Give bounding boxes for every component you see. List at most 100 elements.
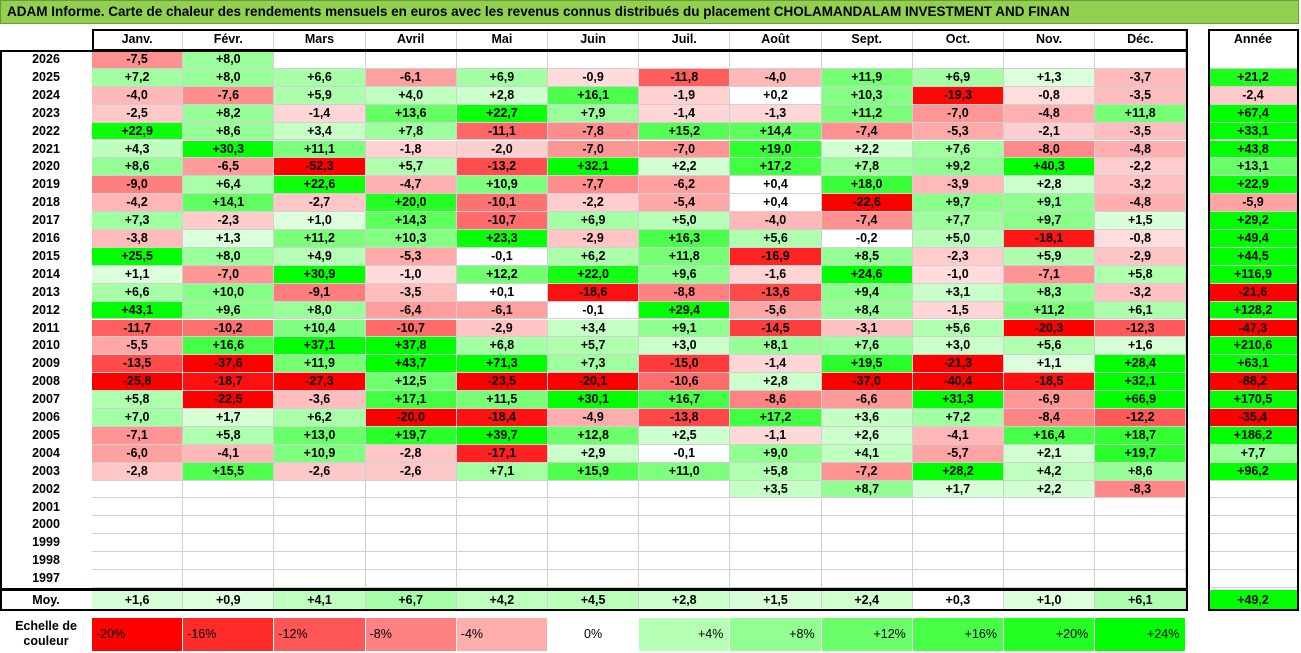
annual-cell: -21,6 bbox=[1208, 283, 1299, 302]
heatmap-cell: -10,7 bbox=[365, 319, 457, 338]
year-label: 2019 bbox=[32, 177, 60, 192]
heatmap-cell: +29,4 bbox=[639, 301, 731, 320]
heatmap-cell bbox=[274, 480, 366, 499]
heatmap-cell: +22,7 bbox=[456, 104, 548, 123]
heatmap-cell bbox=[548, 498, 640, 517]
heatmap-cell bbox=[92, 534, 184, 553]
heatmap-cell bbox=[183, 534, 275, 553]
heatmap-cell bbox=[1095, 534, 1187, 553]
month-header: Août bbox=[730, 29, 822, 50]
year-label: 2018 bbox=[32, 195, 60, 210]
heatmap-cell: -19,3 bbox=[912, 86, 1004, 105]
heatmap-cell bbox=[639, 516, 731, 535]
heatmap-cell: +71,3 bbox=[456, 355, 548, 374]
heatmap-cell: +8,0 bbox=[183, 247, 275, 266]
heatmap-cell: +2,8 bbox=[730, 373, 822, 392]
heatmap-cell: -18,1 bbox=[1004, 230, 1096, 248]
annual-cell bbox=[1208, 480, 1299, 499]
heatmap-cell bbox=[639, 51, 731, 69]
year-label: 2000 bbox=[32, 517, 60, 532]
heatmap-cell: -14,5 bbox=[730, 319, 822, 338]
heatmap-cell: +11,2 bbox=[1004, 301, 1096, 320]
month-header: Avril bbox=[366, 29, 457, 50]
heatmap-cell: +5,6 bbox=[1004, 337, 1096, 356]
heatmap-cell: -52,3 bbox=[274, 158, 366, 177]
heatmap-cell: -2,7 bbox=[274, 194, 366, 213]
heatmap-cell: -3,6 bbox=[274, 391, 366, 409]
heatmap-cell: -7,0 bbox=[639, 140, 731, 159]
scale-step: +20% bbox=[1004, 618, 1096, 651]
heatmap-cell: -2,6 bbox=[274, 462, 366, 481]
heatmap-cell: +11,0 bbox=[639, 462, 731, 481]
heatmap-cell: -0,1 bbox=[639, 444, 731, 463]
heatmap-cell bbox=[365, 480, 457, 499]
heatmap-cell: +22,6 bbox=[274, 176, 366, 195]
heatmap-cell: -1,0 bbox=[912, 265, 1004, 284]
annual-cell bbox=[1208, 570, 1299, 588]
heatmap-cell: -2,9 bbox=[456, 319, 548, 338]
heatmap-cell bbox=[274, 516, 366, 535]
heatmap-cell: -4,0 bbox=[730, 68, 822, 87]
annual-header: Année bbox=[1208, 29, 1299, 50]
heatmap-cell: -13,6 bbox=[730, 283, 822, 302]
heatmap-cell bbox=[639, 552, 731, 571]
heatmap-cell bbox=[1095, 570, 1187, 588]
month-header: Janv. bbox=[92, 29, 184, 50]
month-header: Mai bbox=[457, 29, 548, 50]
heatmap-cell bbox=[456, 498, 548, 517]
heatmap-cell bbox=[912, 570, 1004, 588]
heatmap-cell: -10,6 bbox=[639, 373, 731, 392]
heatmap-cell: +66,9 bbox=[1095, 391, 1187, 409]
scale-label: Echelle de couleur bbox=[15, 619, 77, 648]
heatmap-cell: -13,2 bbox=[456, 158, 548, 177]
year-label: 2009 bbox=[32, 356, 60, 371]
heatmap-cell: +43,7 bbox=[365, 355, 457, 374]
heatmap-cell: -4,2 bbox=[92, 194, 184, 213]
heatmap-cell bbox=[92, 570, 184, 588]
average-cell: +1,0 bbox=[1004, 590, 1096, 610]
heatmap-cell: +2,8 bbox=[456, 86, 548, 105]
heatmap-cell bbox=[821, 552, 913, 571]
annual-cell bbox=[1208, 516, 1299, 535]
heatmap-cell: +7,8 bbox=[365, 122, 457, 141]
heatmap-cell bbox=[183, 516, 275, 535]
heatmap-cell: +8,6 bbox=[92, 158, 184, 177]
heatmap-cell: +9,1 bbox=[1004, 194, 1096, 213]
heatmap-cell: -10,2 bbox=[183, 319, 275, 338]
heatmap-cell: -8,0 bbox=[1004, 140, 1096, 159]
heatmap-cell: +3,0 bbox=[639, 337, 731, 356]
heatmap-cell: +6,6 bbox=[274, 68, 366, 87]
heatmap-cell: -4,1 bbox=[912, 426, 1004, 445]
heatmap-cell bbox=[912, 516, 1004, 535]
heatmap-cell: -13,8 bbox=[639, 409, 731, 427]
year-label: 2021 bbox=[32, 141, 60, 156]
year-label: 2016 bbox=[32, 231, 60, 245]
scale-step: +16% bbox=[912, 618, 1004, 651]
heatmap-cell bbox=[1095, 51, 1187, 69]
heatmap-cell bbox=[548, 570, 640, 588]
heatmap-cell bbox=[274, 498, 366, 517]
heatmap-cell: -0,1 bbox=[548, 301, 640, 320]
heatmap-cell bbox=[1004, 516, 1096, 535]
average-cell: +0,9 bbox=[183, 590, 275, 610]
heatmap-cell: +1,3 bbox=[183, 230, 275, 248]
heatmap-cell: -13,5 bbox=[92, 355, 184, 374]
heatmap-cell: -4,1 bbox=[183, 444, 275, 463]
heatmap-cell: +4,9 bbox=[274, 247, 366, 266]
heatmap-cell: +32,1 bbox=[548, 158, 640, 177]
heatmap-cell bbox=[274, 552, 366, 571]
heatmap-cell: +6,9 bbox=[548, 212, 640, 230]
heatmap-cell: -7,0 bbox=[183, 265, 275, 284]
heatmap-cell: -11,7 bbox=[92, 319, 184, 338]
annual-cell: +7,7 bbox=[1208, 444, 1299, 463]
heatmap-cell bbox=[821, 516, 913, 535]
heatmap-cell: +6,4 bbox=[183, 176, 275, 195]
heatmap-cell: +2,2 bbox=[1004, 480, 1096, 499]
heatmap-cell: -2,2 bbox=[548, 194, 640, 213]
annual-cell: +13,1 bbox=[1208, 158, 1299, 177]
annual-cell: +43,8 bbox=[1208, 140, 1299, 159]
heatmap-cell: +6,2 bbox=[548, 247, 640, 266]
heatmap-cell: -7,1 bbox=[92, 426, 184, 445]
scale-step: -4% bbox=[456, 618, 548, 651]
heatmap-cell: +1,1 bbox=[92, 265, 184, 284]
